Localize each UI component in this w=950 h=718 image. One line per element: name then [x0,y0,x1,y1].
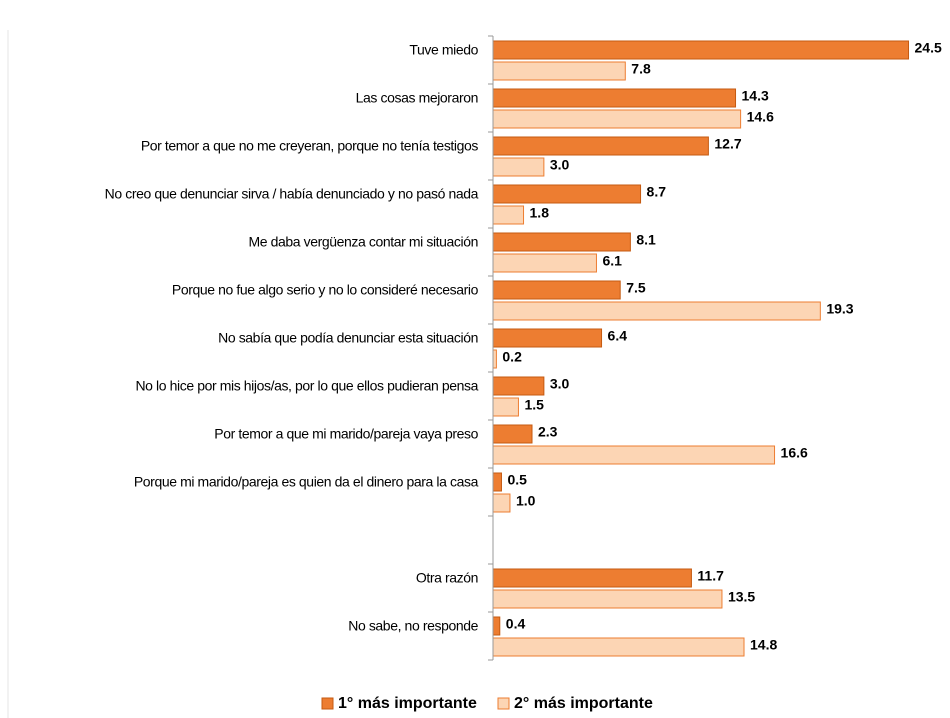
bar [492,637,745,657]
bar [492,61,626,81]
value-label: 0.4 [506,616,526,632]
legend-swatch [321,697,334,710]
bar [492,589,723,609]
bar [492,280,621,300]
value-label: 14.6 [747,109,774,125]
bar [492,88,737,108]
value-label: 24.5 [915,40,942,56]
value-label: 14.3 [742,88,769,104]
bar [492,136,709,156]
bar [492,493,511,513]
category-label: Por temor a que mi marido/pareja vaya pr… [214,426,478,442]
value-label: 3.0 [550,157,570,173]
value-label: 1.5 [524,397,544,413]
category-label: Tuve miedo [409,42,478,58]
bar [492,109,742,129]
value-label: 2.3 [538,424,558,440]
bar [492,376,545,396]
category-label: No creo que denunciar sirva / había denu… [105,186,479,202]
legend-label: 2° más importante [514,695,653,712]
category-label: No lo hice por mis hijos/as, por lo que … [135,378,478,394]
value-label: 1.8 [530,205,550,221]
category-label: Me daba vergüenza contar mi situación [248,234,478,250]
bar [492,616,501,636]
value-label: 12.7 [714,136,741,152]
value-label: 11.7 [697,568,724,584]
value-label: 8.7 [647,184,667,200]
bar [492,328,603,348]
category-label: Otra razón [416,570,478,586]
value-label: 3.0 [550,376,570,392]
category-label: Porque no fue algo serio y no lo conside… [172,282,479,298]
bar [492,397,519,417]
bar [492,184,642,204]
value-label: 1.0 [516,493,536,509]
bar [492,157,545,177]
bar [492,568,692,588]
value-label: 7.8 [631,61,651,77]
category-label: No sabía que podía denunciar esta situac… [218,330,478,346]
value-label: 13.5 [728,589,755,605]
bar [492,445,776,465]
value-label: 6.1 [602,253,622,269]
legend-label: 1° más importante [338,695,477,712]
category-label: No sabe, no responde [348,618,478,634]
bar [492,232,631,252]
value-label: 7.5 [626,280,646,296]
category-label: Porque mi marido/pareja es quien da el d… [134,474,479,490]
value-label: 6.4 [608,328,628,344]
bar [492,205,525,225]
value-label: 14.8 [750,637,777,653]
value-label: 8.1 [636,232,656,248]
bar [492,424,533,444]
category-label: Por temor a que no me creyeran, porque n… [141,138,479,154]
bar [492,253,597,273]
category-label: Las cosas mejoraron [356,90,478,106]
bar [492,40,910,60]
value-label: 0.2 [502,349,522,365]
value-label: 16.6 [781,445,808,461]
value-label: 0.5 [507,472,527,488]
value-label: 19.3 [826,301,853,317]
bar [492,349,497,369]
legend-swatch [497,697,510,710]
bar [492,472,502,492]
bar [492,301,821,321]
